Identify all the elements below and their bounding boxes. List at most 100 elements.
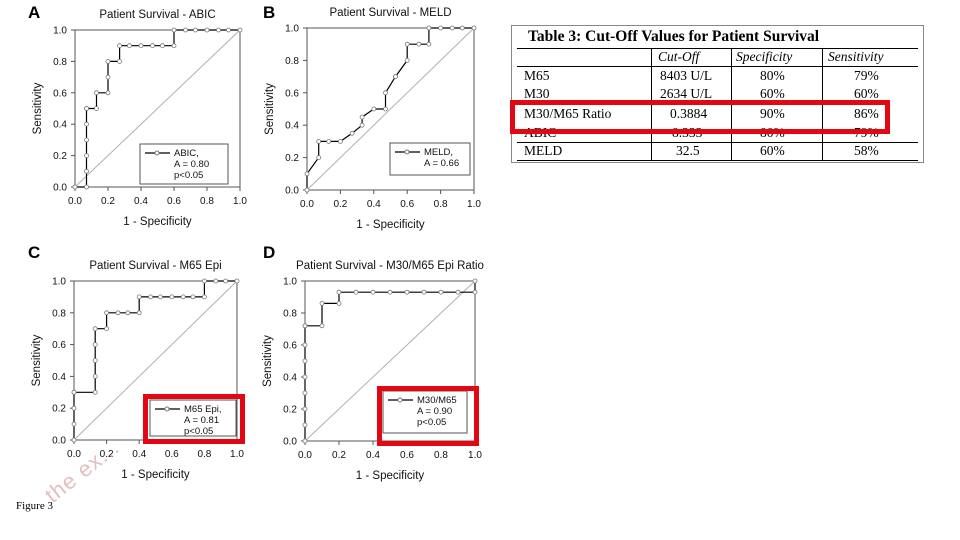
legend-marker xyxy=(154,150,160,156)
x-tick-label: 0.4 xyxy=(134,196,148,207)
table-header-rule xyxy=(517,66,918,67)
roc-point xyxy=(171,43,177,49)
chart-title: Patient Survival - MELD xyxy=(329,7,451,19)
legend-marker xyxy=(164,406,170,412)
roc-point xyxy=(455,289,461,295)
x-axis-label: 1 - Specificity xyxy=(356,219,425,231)
legend-auc: A = 0.66 xyxy=(424,158,459,169)
plot-frame xyxy=(74,29,241,188)
roc-point xyxy=(92,373,98,379)
y-tick-label: 1.0 xyxy=(52,277,66,288)
roc-point xyxy=(105,90,111,96)
roc-point xyxy=(183,27,188,33)
y-tick-label: 0.4 xyxy=(52,372,66,383)
x-tick-label: 1.0 xyxy=(233,196,247,207)
y-tick-label: 1.0 xyxy=(53,26,67,37)
roc-point xyxy=(226,27,231,33)
table-cell: 60% xyxy=(760,86,785,101)
table-cell: M30/M65 Ratio xyxy=(524,106,612,121)
table-cell: M30 xyxy=(524,86,550,101)
roc-point xyxy=(115,310,121,316)
legend-highlight-m65 xyxy=(143,394,245,444)
roc-point xyxy=(190,294,196,300)
legend-box xyxy=(139,143,229,185)
x-tick-label: 0.6 xyxy=(400,450,414,461)
legend-pvalue: p<0.05 xyxy=(417,417,446,428)
table-cell: 80% xyxy=(760,68,785,83)
x-axis-label: 1 - Specificity xyxy=(121,469,190,481)
x-tick-label: 0.4 xyxy=(367,199,381,210)
roc-point xyxy=(404,289,410,295)
y-tick-label: 0.2 xyxy=(53,151,67,162)
y-tick-label: 1.0 xyxy=(283,277,297,288)
legend-box xyxy=(149,399,237,437)
roc-point xyxy=(383,106,388,112)
table-top-rule xyxy=(517,48,918,49)
roc-curve xyxy=(306,27,474,190)
roc-point xyxy=(127,43,132,49)
roc-point xyxy=(104,310,109,316)
y-tick-label: 0.0 xyxy=(283,437,297,448)
roc-point xyxy=(393,74,398,79)
table-header-cutoff: Cut-Off xyxy=(658,49,700,64)
roc-point xyxy=(234,278,240,284)
x-tick-label: 0.8 xyxy=(197,449,211,460)
chart-title: Patient Survival - ABIC xyxy=(99,9,215,21)
figure-label: Figure 3 xyxy=(16,500,53,512)
roc-point xyxy=(92,326,98,332)
x-axis-label: 1 - Specificity xyxy=(356,470,425,482)
roc-point xyxy=(213,278,219,284)
table-title: Table 3: Cut-Off Values for Patient Surv… xyxy=(528,28,820,45)
roc-point xyxy=(92,342,98,348)
panel-letter-b: B xyxy=(263,3,276,22)
legend-label: M65 Epi, xyxy=(184,404,222,415)
y-tick-label: 1.0 xyxy=(285,24,299,35)
table-cell: 60% xyxy=(760,143,785,158)
roc-point xyxy=(383,90,388,96)
x-tick-label: 0.6 xyxy=(165,449,179,460)
roc-point xyxy=(349,130,355,136)
roc-point xyxy=(302,342,308,348)
roc-point xyxy=(359,122,365,128)
legend-auc: A = 0.81 xyxy=(184,415,219,426)
chart-title: Patient Survival - M30/M65 Epi Ratio xyxy=(296,260,484,272)
roc-point xyxy=(370,289,376,295)
y-tick-label: 0.6 xyxy=(285,88,299,99)
x-axis-label: 1 - Specificity xyxy=(123,216,192,228)
reference-diagonal xyxy=(306,27,475,191)
roc-point xyxy=(426,41,432,47)
roc-point xyxy=(84,184,89,190)
roc-point xyxy=(180,294,186,300)
roc-point xyxy=(117,43,122,49)
roc-point xyxy=(304,187,310,193)
roc-point xyxy=(371,106,377,112)
panel-letter-a: A xyxy=(28,3,41,22)
roc-point xyxy=(326,138,332,144)
roc-point xyxy=(105,59,111,64)
table-cell: 2634 U/L xyxy=(660,86,713,101)
roc-point xyxy=(169,294,175,300)
y-axis-label: Sensitivity xyxy=(264,83,276,135)
roc-point xyxy=(193,27,198,33)
x-tick-label: 0.6 xyxy=(167,196,181,207)
table-cell: 0.3884 xyxy=(670,106,708,121)
x-tick-label: 0.2 xyxy=(333,199,347,210)
roc-point xyxy=(359,114,365,120)
roc-point xyxy=(438,25,444,31)
y-tick-label: 0.6 xyxy=(53,88,67,99)
roc-point xyxy=(171,27,177,33)
table-mid-rule xyxy=(517,142,918,143)
roc-point xyxy=(336,300,342,306)
roc-point xyxy=(117,59,122,64)
y-tick-label: 0.0 xyxy=(52,436,66,447)
roc-point xyxy=(92,358,98,363)
roc-point xyxy=(201,278,207,284)
x-tick-label: 0.4 xyxy=(366,450,380,461)
roc-point xyxy=(136,310,142,316)
table-cell: 58% xyxy=(854,143,879,158)
roc-point xyxy=(459,25,465,31)
roc-point xyxy=(426,25,432,31)
legend-marker xyxy=(397,397,403,403)
x-tick-label: 0.2 xyxy=(101,196,115,207)
legend-label: M30/M65 xyxy=(417,395,457,406)
